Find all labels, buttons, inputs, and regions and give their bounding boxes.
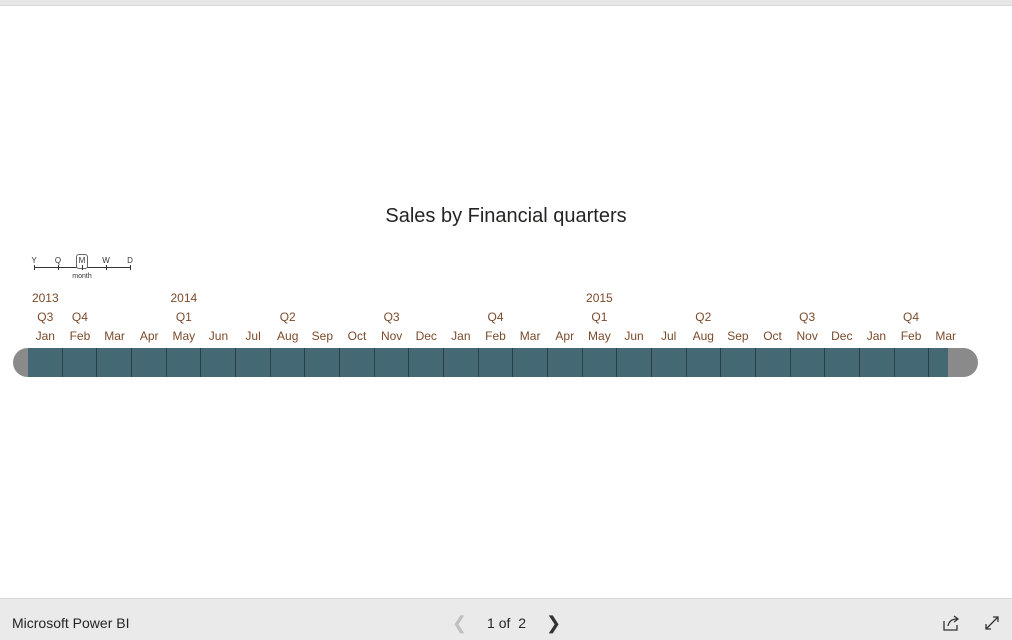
granularity-option[interactable]: W [102,256,110,265]
timeline-cell[interactable] [547,348,582,377]
timeline-cell[interactable] [304,348,340,377]
timeline-right-handle[interactable] [948,348,978,377]
timeline-cell[interactable] [131,348,166,377]
month-label: Aug [277,329,299,343]
month-label: Jan [35,329,55,343]
timeline-cell[interactable] [61,348,97,377]
footer-bar: Microsoft Power BI ❮ 1 of 2 ❯ [0,598,1012,640]
year-label: 2014 [170,291,198,305]
timeline-cell[interactable] [373,348,409,377]
granularity-tick [130,265,131,270]
granularity-option[interactable]: M [78,256,86,265]
granularity-option[interactable]: Q [54,256,62,265]
year-label: 2015 [586,291,613,305]
year-label: 2013 [31,291,59,305]
month-label: Mar [519,329,541,343]
month-label: Apr [555,329,575,343]
timeline-cell[interactable] [616,348,652,377]
timeline-cell[interactable] [408,348,444,377]
quarter-label: Q3 [383,310,400,324]
month-label: Jan [451,329,471,343]
timeline-cell[interactable] [824,348,860,377]
timeline-cell[interactable] [235,348,270,377]
report-title: Sales by Financial quarters [385,205,627,227]
month-label: Feb [69,329,91,343]
month-label: Sep [311,329,334,343]
quarter-label: Q2 [279,310,296,324]
month-label: Nov [380,329,403,343]
share-icon[interactable] [942,615,960,631]
timeline-cell[interactable] [200,348,236,377]
granularity-tick [82,265,83,270]
quarter-label: Q4 [903,310,920,324]
granularity-tick [34,265,35,270]
timeline-cell[interactable] [512,348,548,377]
page-of: of [498,615,511,631]
chevron-right-icon[interactable]: ❯ [546,613,562,633]
timeline-cell[interactable] [720,348,756,377]
timeline-cell[interactable] [893,348,929,377]
quarter-label: Q2 [695,310,712,324]
granularity-selector[interactable]: month Y Q M W D [31,254,133,282]
timeline-cell[interactable] [477,348,513,377]
chevron-left-icon[interactable]: ❮ [452,613,468,633]
quarter-label: Q1 [175,310,192,324]
quarter-label: Q4 [487,310,504,324]
month-label: Sep [727,329,749,343]
timeline-cell[interactable] [269,348,305,377]
granularity-option[interactable]: D [127,256,133,265]
month-label: Jun [208,329,229,343]
timeline-cell[interactable] [96,348,132,377]
month-label: Aug [692,329,714,343]
page-indicator: 1 of 2 [487,615,526,631]
timeline-cell[interactable] [685,348,721,377]
month-label: Feb [485,329,506,343]
quarter-label: Q4 [71,310,88,324]
month-label: Oct [347,329,367,343]
timeline-cell[interactable] [28,348,62,377]
month-label: Feb [900,329,922,343]
granularity-option[interactable]: Y [31,256,37,265]
month-label: Jul [660,329,677,343]
timeline-cell[interactable] [443,348,478,377]
timeline-cell[interactable] [755,348,790,377]
month-label: Mar [935,329,956,343]
month-label: May [172,329,196,343]
quarter-label: Q3 [37,310,54,324]
month-label: Jul [245,329,261,343]
timeline-cell[interactable] [581,348,617,377]
timeline-range-bar[interactable] [28,348,964,377]
month-label: Mar [104,329,125,343]
report-canvas [0,6,1012,598]
month-label: Jan [866,329,887,343]
month-label: Apr [139,329,159,343]
granularity-tick [106,265,107,270]
timeline-cell[interactable] [859,348,894,377]
granularity-selected-label: month [72,273,92,280]
timeline-cell[interactable] [165,348,201,377]
page-total: 2 [518,615,527,631]
month-label: Jun [624,329,644,343]
timeline-cell[interactable] [789,348,825,377]
page-current: 1 [487,615,495,631]
brand-label[interactable]: Microsoft Power BI [12,615,130,631]
month-label: May [588,329,611,343]
top-border [0,0,1012,6]
timeline-cell[interactable] [339,348,374,377]
month-label: Dec [831,329,853,343]
quarter-label: Q1 [591,310,608,324]
month-label: Dec [415,329,437,343]
month-label: Oct [763,329,782,343]
month-label: Nov [796,329,818,343]
timeline-cell[interactable] [651,348,686,377]
quarter-label: Q3 [799,310,816,324]
granularity-tick [58,265,59,270]
expand-icon[interactable] [984,615,1000,631]
